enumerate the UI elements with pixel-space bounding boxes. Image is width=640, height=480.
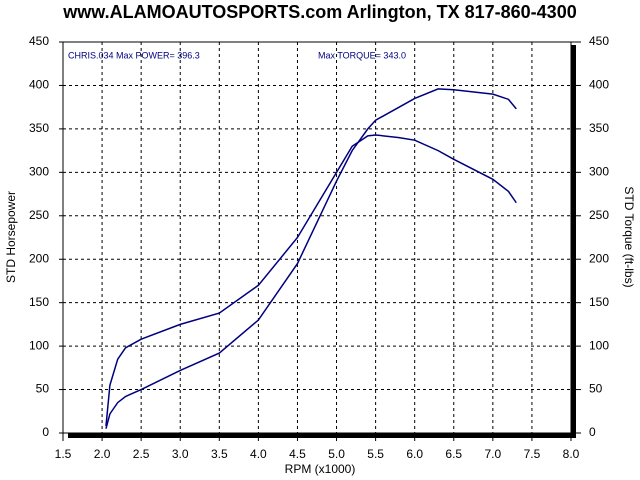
- y-tick-label: 250: [29, 208, 49, 222]
- y2-tick-label: 450: [589, 34, 609, 48]
- y2-tick-label: 400: [589, 78, 609, 92]
- y-tick-label: 450: [29, 34, 49, 48]
- y2-axis-label: STD Torque (ft-lbs): [622, 186, 636, 287]
- y2-tick-label: 50: [589, 382, 603, 396]
- y-axis-label: STD Horsepower: [4, 191, 18, 283]
- y2-tick-label: 350: [589, 121, 609, 135]
- y-tick-label: 100: [29, 338, 49, 352]
- x-tick-label: 3.0: [172, 447, 189, 461]
- annotation: Max TORQUE= 343.0: [318, 50, 406, 60]
- x-tick-label: 4.0: [250, 447, 267, 461]
- y-tick-label: 200: [29, 251, 49, 265]
- x-tick-label: 5.5: [367, 447, 384, 461]
- x-tick-label: 4.5: [289, 447, 306, 461]
- x-tick-label: 2.0: [94, 447, 111, 461]
- y2-tick-label: 100: [589, 338, 609, 352]
- y2-tick-label: 200: [589, 251, 609, 265]
- x-tick-label: 6.5: [445, 447, 462, 461]
- y-tick-label: 50: [36, 382, 50, 396]
- y2-tick-label: 0: [589, 425, 596, 439]
- x-tick-label: 2.5: [133, 447, 150, 461]
- chart-title: www.ALAMOAUTOSPORTS.com Arlington, TX 81…: [62, 2, 576, 22]
- x-tick-label: 7.0: [485, 447, 502, 461]
- x-tick-label: 6.0: [406, 447, 423, 461]
- x-tick-label: 5.0: [328, 447, 345, 461]
- y2-tick-label: 150: [589, 295, 609, 309]
- y2-tick-label: 300: [589, 165, 609, 179]
- x-axis-bar: [68, 433, 576, 438]
- y-tick-label: 400: [29, 78, 49, 92]
- x-axis-label: RPM (x1000): [285, 462, 356, 476]
- x-tick-label: 7.5: [524, 447, 541, 461]
- x-tick-label: 3.5: [211, 447, 228, 461]
- y-tick-label: 300: [29, 165, 49, 179]
- y-tick-label: 350: [29, 121, 49, 135]
- x-tick-label: 8.0: [563, 447, 580, 461]
- y-tick-label: 0: [42, 425, 49, 439]
- x-tick-label: 1.5: [55, 447, 72, 461]
- y-tick-label: 150: [29, 295, 49, 309]
- data-line: [105, 134, 517, 427]
- data-line: [105, 88, 517, 429]
- annotation: CHRIS.034 Max POWER= 396.3: [68, 50, 200, 60]
- y2-axis-bar: [571, 45, 576, 438]
- plot-frame: [62, 41, 572, 434]
- y2-tick-label: 250: [589, 208, 609, 222]
